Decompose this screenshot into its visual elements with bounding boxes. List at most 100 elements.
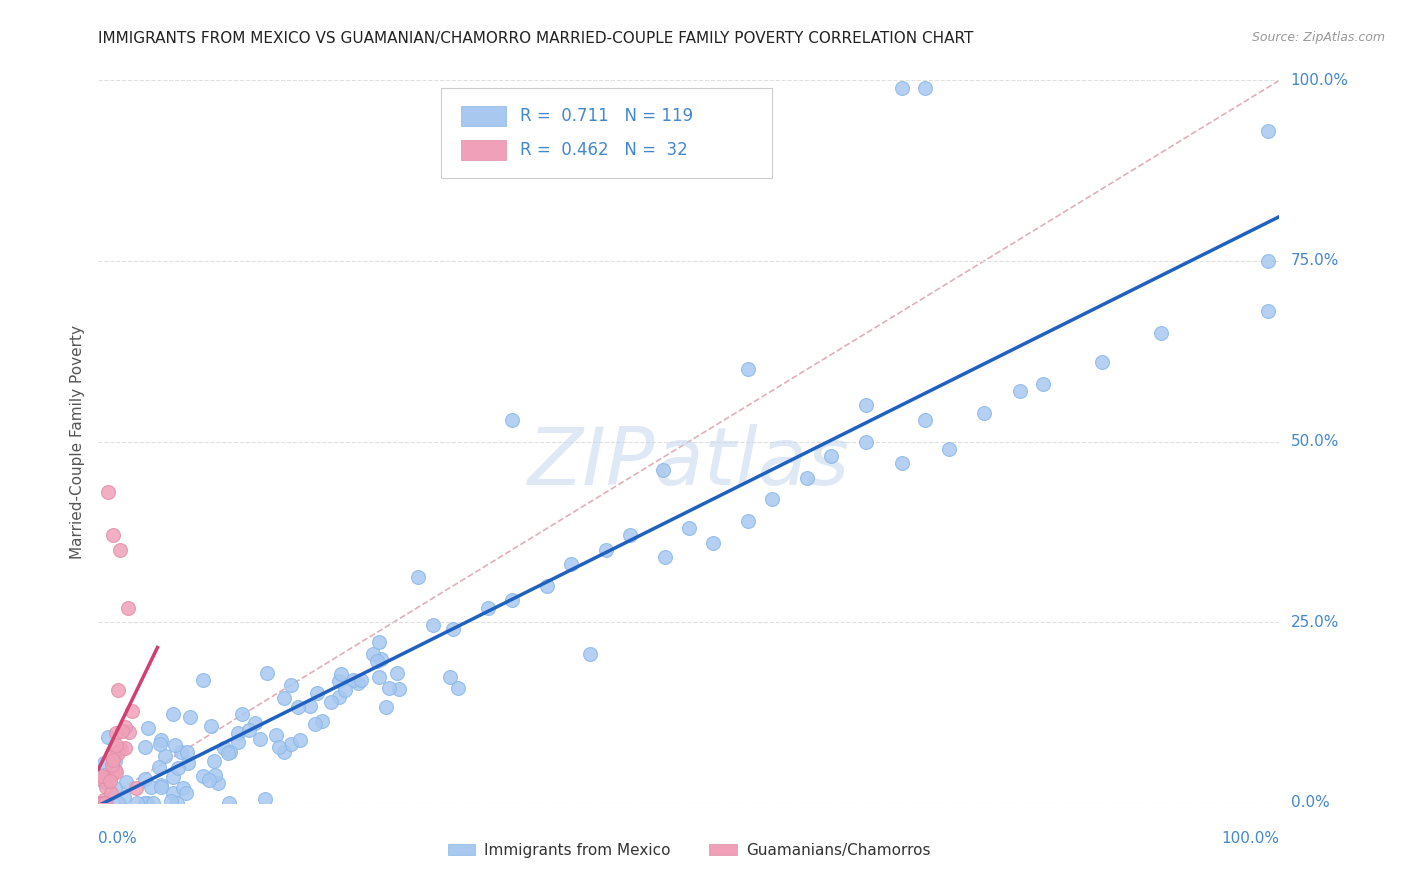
Point — [166, 796, 188, 810]
Point — [737, 362, 759, 376]
Point — [101, 758, 124, 772]
Point — [90, 769, 112, 783]
Point — [311, 714, 333, 728]
Text: 100.0%: 100.0% — [1222, 830, 1279, 846]
Point — [134, 739, 156, 754]
Point — [94, 796, 117, 810]
Point — [165, 738, 187, 752]
Point — [150, 778, 173, 792]
Point — [406, 570, 429, 584]
Point — [107, 796, 129, 810]
Point — [93, 768, 115, 782]
Point — [110, 742, 132, 756]
Point — [136, 721, 159, 735]
Text: Source: ZipAtlas.com: Source: ZipAtlas.com — [1251, 31, 1385, 45]
Point — [375, 700, 398, 714]
Point — [153, 749, 176, 764]
Point — [170, 745, 193, 759]
Point — [97, 730, 120, 744]
Point — [162, 786, 184, 800]
Point — [117, 600, 139, 615]
Point — [820, 449, 842, 463]
Point — [177, 756, 200, 770]
Text: ZIPatlas: ZIPatlas — [527, 425, 851, 502]
Point — [1150, 326, 1173, 340]
Point — [619, 528, 641, 542]
Point — [93, 756, 115, 771]
Point — [287, 699, 309, 714]
Point — [333, 683, 356, 698]
Point — [349, 673, 371, 687]
Text: 25.0%: 25.0% — [1291, 615, 1339, 630]
Point — [299, 698, 322, 713]
Point — [118, 725, 141, 739]
Point — [204, 768, 226, 782]
Point — [256, 665, 278, 680]
Point — [346, 676, 368, 690]
Point — [249, 732, 271, 747]
Point — [218, 796, 240, 810]
Point — [193, 769, 215, 783]
Point — [172, 780, 194, 795]
Point — [253, 792, 276, 806]
Point — [162, 707, 184, 722]
Point — [264, 728, 287, 742]
Point — [595, 542, 617, 557]
Point — [91, 796, 114, 810]
Point — [387, 665, 409, 680]
Point — [477, 600, 499, 615]
Point — [439, 670, 461, 684]
Text: 100.0%: 100.0% — [1291, 73, 1348, 87]
Point — [108, 542, 131, 557]
Point — [101, 528, 124, 542]
Point — [93, 792, 115, 806]
Point — [114, 740, 136, 755]
Point — [501, 413, 523, 427]
Point — [150, 733, 173, 747]
Point — [319, 695, 342, 709]
Point — [107, 682, 129, 697]
Text: 0.0%: 0.0% — [98, 830, 138, 846]
Point — [422, 618, 444, 632]
Point — [104, 763, 127, 777]
Point — [207, 776, 229, 790]
Point — [162, 770, 184, 784]
Point — [212, 741, 235, 756]
Point — [388, 681, 411, 696]
Point — [855, 434, 877, 449]
Point — [914, 413, 936, 427]
Point — [103, 753, 125, 767]
Point — [368, 635, 391, 649]
Point — [366, 655, 388, 669]
Text: R =  0.462   N =  32: R = 0.462 N = 32 — [520, 141, 688, 160]
Point — [98, 774, 121, 789]
Point — [245, 715, 267, 730]
Point — [890, 456, 912, 470]
Point — [938, 442, 960, 456]
Point — [307, 685, 329, 699]
Point — [174, 786, 197, 800]
Y-axis label: Married-Couple Family Poverty: Married-Couple Family Poverty — [69, 325, 84, 558]
Point — [890, 80, 912, 95]
Point — [328, 674, 350, 689]
Point — [447, 681, 470, 696]
Point — [536, 579, 558, 593]
Point — [179, 710, 201, 724]
Point — [219, 745, 242, 759]
Point — [761, 492, 783, 507]
Point — [228, 725, 250, 739]
Point — [273, 746, 295, 760]
Point — [105, 738, 128, 752]
Point — [329, 667, 352, 681]
Point — [176, 746, 198, 760]
Point — [231, 707, 253, 722]
Text: 75.0%: 75.0% — [1291, 253, 1339, 268]
Point — [150, 780, 173, 794]
Point — [377, 681, 399, 695]
Point — [288, 733, 311, 747]
Point — [654, 550, 676, 565]
Point — [96, 780, 118, 794]
Point — [134, 772, 156, 787]
Point — [134, 796, 156, 810]
Point — [367, 670, 389, 684]
